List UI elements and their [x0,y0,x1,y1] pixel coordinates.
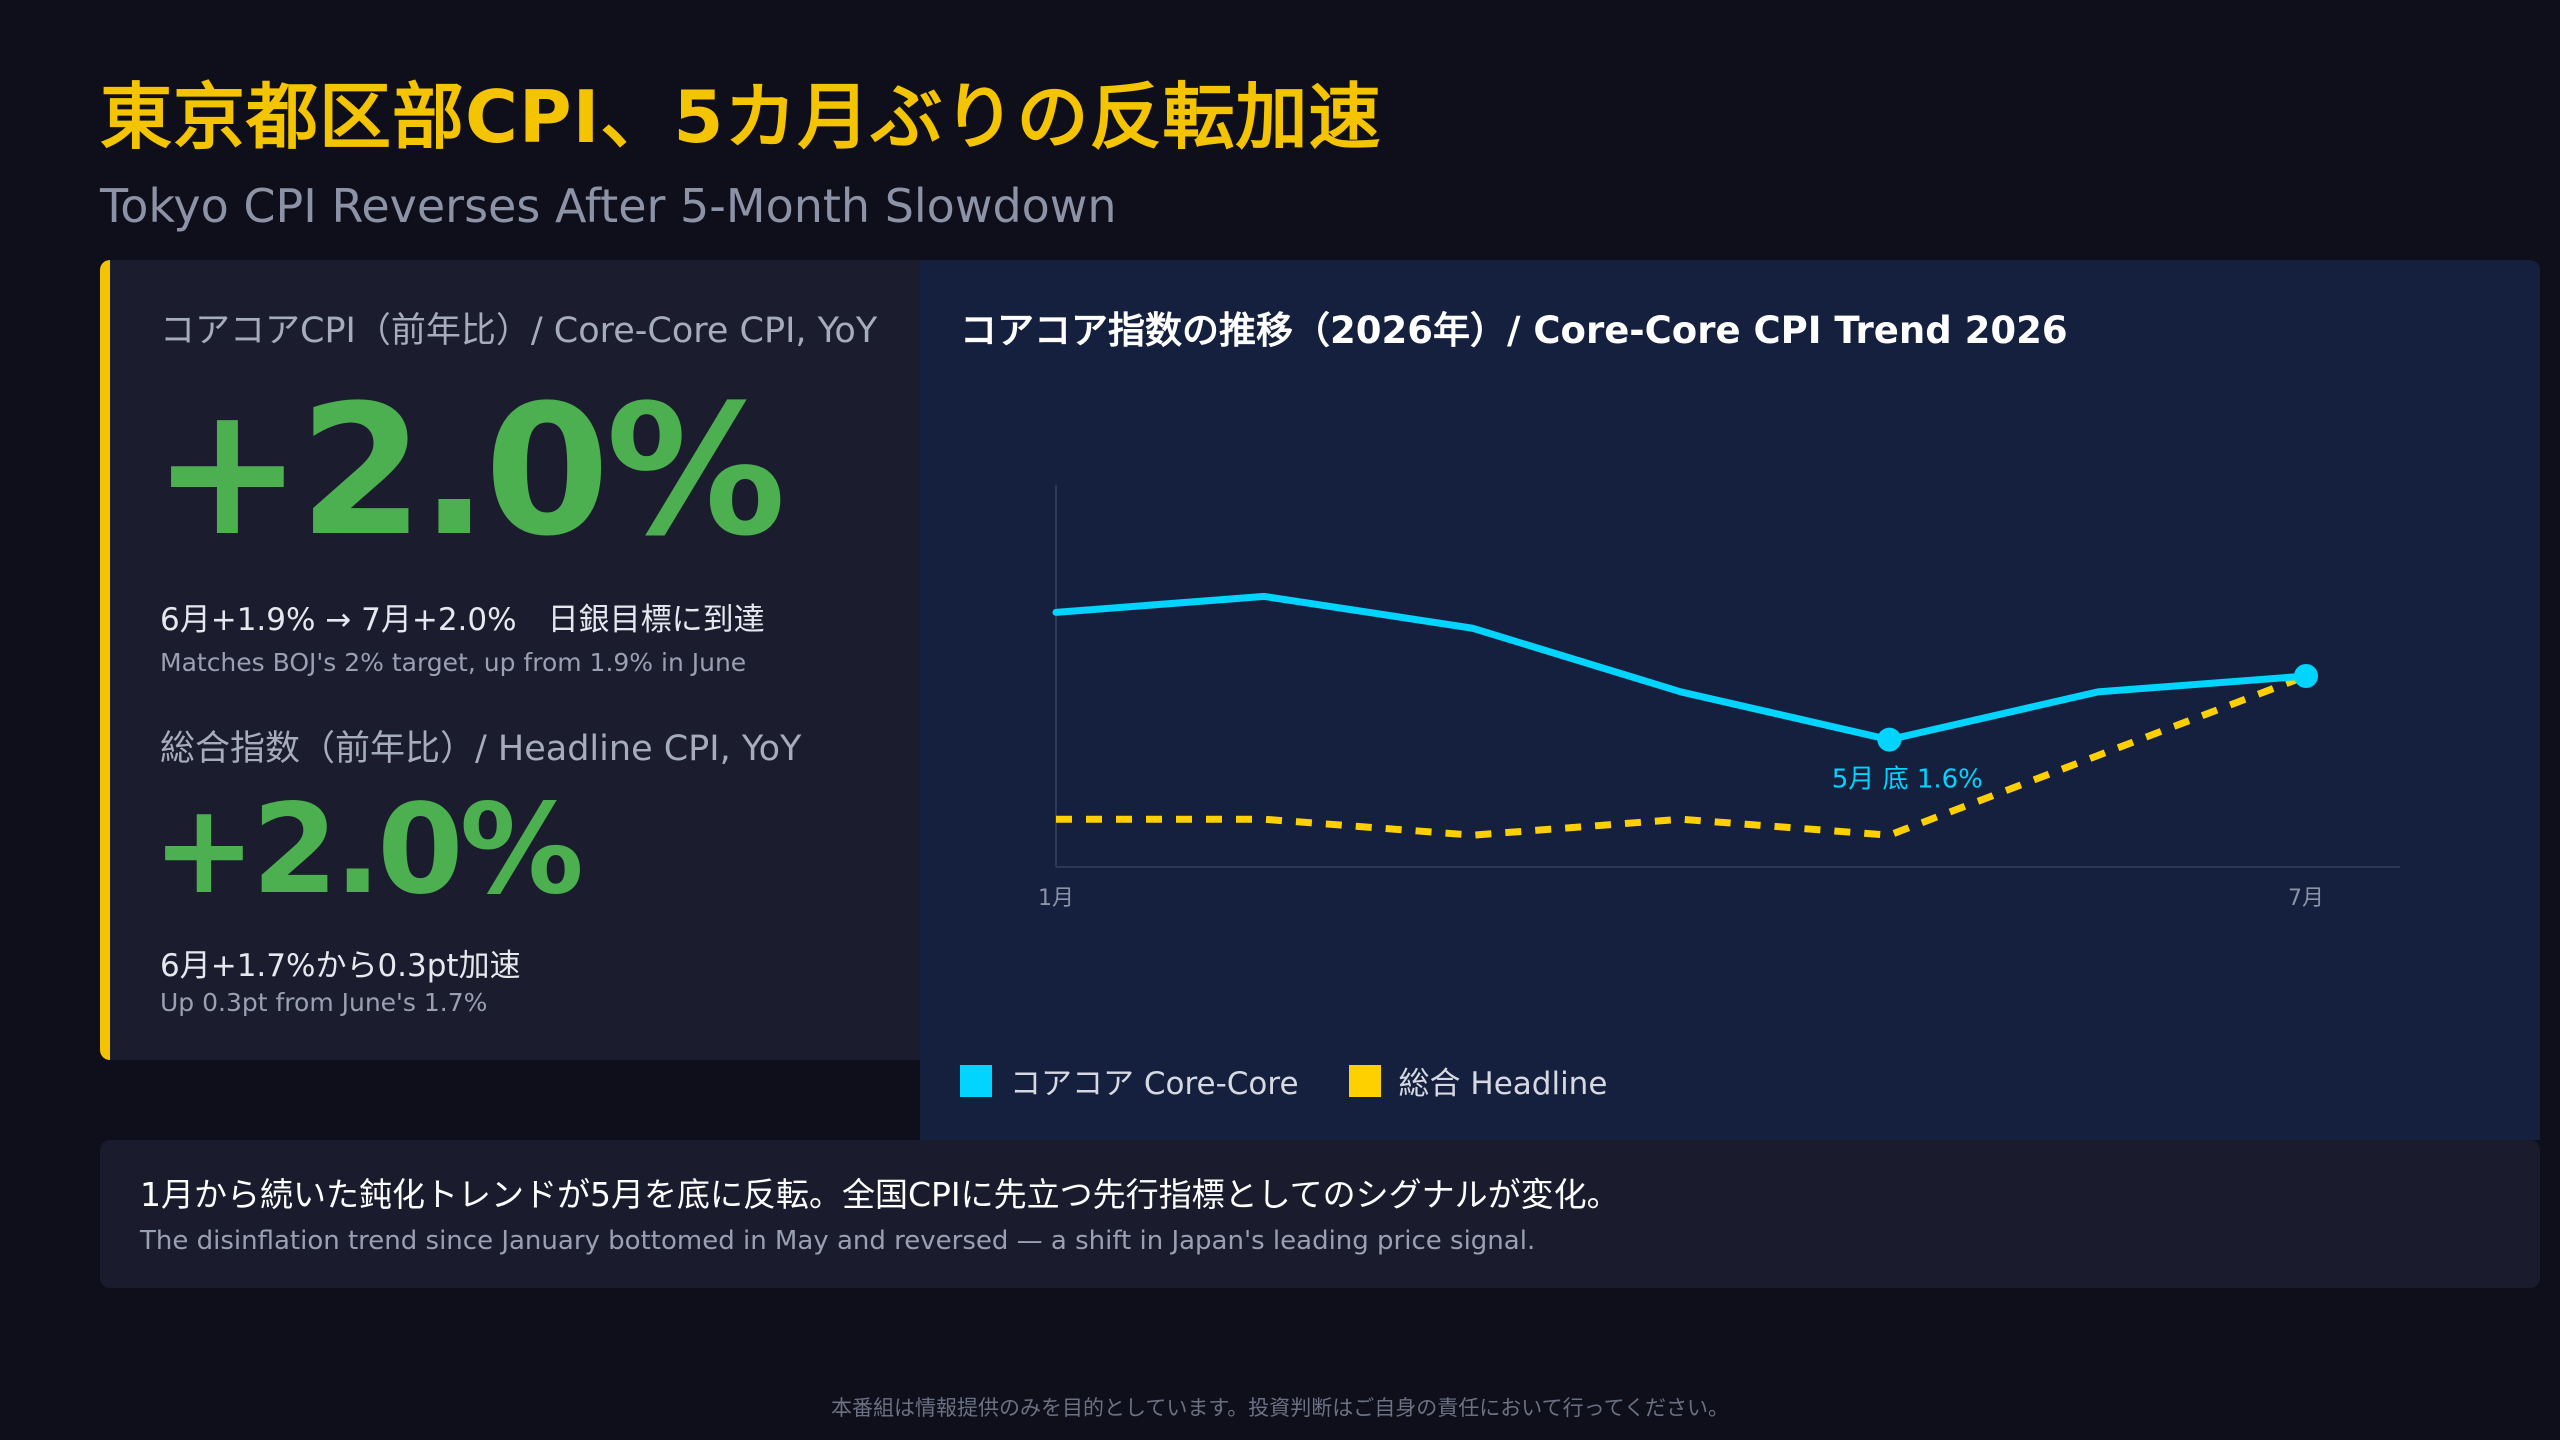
kpi-panel: コアコアCPI（前年比）/ Core-Core CPI, YoY +2.0% 6… [100,260,920,1060]
core-cpi-detail-en: Matches BOJ's 2% target, up from 1.9% in… [160,648,747,677]
headline-cpi-value: +2.0% [152,778,584,922]
summary-card: 1月から続いた鈍化トレンドが5月を底に反転。全国CPIに先立つ先行指標としてのシ… [100,1140,2540,1288]
headline-cpi-detail-en: Up 0.3pt from June's 1.7% [160,988,488,1017]
legend-item-core-core: コアコア Core-Core [960,1058,1299,1103]
x-tick-label: 7月 [2288,886,2324,911]
summary-text-en: The disinflation trend since January bot… [140,1226,1536,1256]
core-core-trough-point [1877,727,1902,752]
headline-cpi-detail: 6月+1.7%から0.3pt加速 [160,948,521,984]
chart-title: コアコア指数の推移（2026年）/ Core-Core CPI Trend 20… [960,309,2068,352]
core-cpi-detail: 6月+1.9% → 7月+2.0% 日銀目標に到達 [160,602,765,638]
legend-swatch [960,1064,992,1097]
page-title: 東京都区部CPI、5カ月ぶりの反転加速 [100,75,1382,159]
trend-chart: 1月 7月 5月 底 1.6% [1038,485,2400,911]
legend-label: コアコア Core-Core [1010,1066,1299,1102]
headline-series-line [1056,672,2308,839]
legend-item-headline: 総合 Headline [1348,1058,1608,1103]
trend-chart-card: コアコア指数の推移（2026年）/ Core-Core CPI Trend 20… [920,260,2540,1140]
legend-swatch [1348,1064,1381,1097]
disclaimer: 本番組は情報提供のみを目的としています。投資判断はご自身の責任において行ってくだ… [831,1396,1729,1420]
core-core-series-line [1052,592,2310,744]
x-tick-label: 1月 [1038,886,1074,911]
page-subtitle: Tokyo CPI Reverses After 5-Month Slowdow… [100,179,1117,233]
summary-text: 1月から続いた鈍化トレンドが5月を底に反転。全国CPIに先立つ先行指標としてのシ… [140,1175,1620,1214]
trough-annotation: 5月 底 1.6% [1832,765,1983,795]
legend-label: 総合 Headline [1398,1066,1608,1102]
headline-cpi-label: 総合指数（前年比）/ Headline CPI, YoY [160,729,802,769]
core-core-latest-point [2294,664,2318,688]
core-cpi-value: +2.0% [152,367,786,576]
chart-legend: コアコア Core-Core 総合 Headline [960,1058,1607,1103]
core-cpi-label: コアコアCPI（前年比）/ Core-Core CPI, YoY [160,311,878,351]
